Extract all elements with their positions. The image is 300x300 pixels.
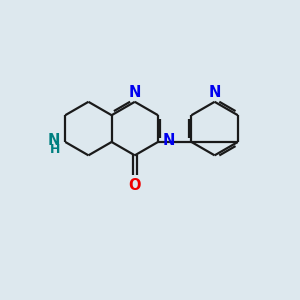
Text: N: N [48,133,60,148]
Text: N: N [163,133,175,148]
Text: N: N [208,85,221,100]
Text: N: N [129,85,141,100]
Text: O: O [128,178,141,193]
Text: H: H [50,143,60,156]
